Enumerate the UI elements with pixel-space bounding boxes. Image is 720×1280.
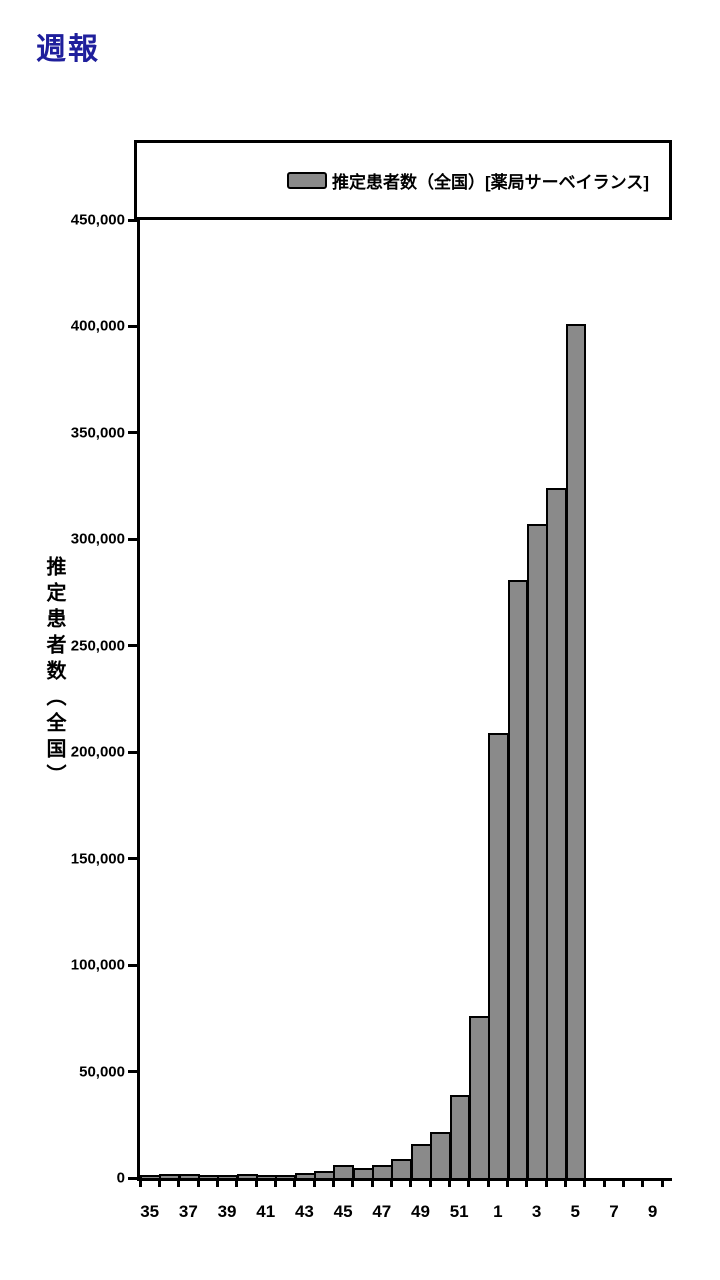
y-axis-tick [128,963,137,967]
bar [410,1144,432,1178]
bar [449,1095,471,1178]
y-axis-tick-label: 100,000 [70,956,125,974]
x-axis-tick-label: 1 [493,1202,503,1221]
bar [391,1159,413,1178]
legend: 推定患者数（全国）[薬局サーベイランス] [134,140,672,220]
x-axis-tick [370,1178,374,1187]
x-axis-tick [196,1178,200,1187]
y-axis-tick [128,324,137,328]
x-axis-tick-label: 7 [609,1202,619,1221]
x-axis-tick-label: 39 [217,1202,237,1221]
x-axis-tick [138,1178,142,1187]
y-axis-tick-label: 50,000 [79,1063,125,1081]
x-axis-tick [177,1178,181,1187]
y-axis-tick-label: 0 [116,1169,125,1187]
bar [546,488,568,1178]
x-axis-tick-label: 41 [256,1202,276,1221]
x-axis-tick [486,1178,490,1187]
y-axis-tick-label: 300,000 [70,530,125,548]
y-axis-tick [128,1176,137,1180]
bar [565,324,587,1178]
x-axis-tick-label: 43 [294,1202,314,1221]
plot-area: 0 50,000 100,000 150,000 200,000 250,000 300,0… [71,212,672,1221]
y-axis-tick [128,431,137,435]
bar [430,1132,452,1178]
y-axis-tick-label: 450,000 [70,211,125,229]
x-axis-tick-label: 49 [411,1202,430,1221]
x-axis-tick [544,1178,548,1187]
x-axis-tick [622,1178,626,1187]
x-axis-tick [583,1178,587,1187]
bar [314,1171,335,1178]
x-axis-tick [525,1178,529,1187]
y-axis-tick-label: 250,000 [70,637,125,655]
bar [352,1168,374,1178]
x-axis-tick [254,1178,258,1187]
bar [333,1165,355,1178]
bar [526,524,548,1178]
x-axis-tick [641,1178,645,1187]
x-axis-tick [351,1178,355,1187]
x-axis-tick-label: 47 [372,1202,392,1221]
y-axis-tick [128,644,137,648]
bar [468,1016,490,1178]
x-axis-tick [331,1178,335,1187]
x-axis-tick [602,1178,606,1187]
x-axis-tick [409,1178,413,1187]
x-axis-tick-label: 45 [333,1202,353,1221]
x-axis-tick-label: 37 [178,1202,198,1221]
bar [372,1165,393,1178]
x-axis-tick [660,1178,664,1187]
x-axis-tick-label: 51 [449,1202,469,1221]
y-axis-tick-label: 200,000 [70,743,125,761]
page-title: 週報 [36,33,100,66]
x-axis-tick-label: 9 [647,1202,658,1221]
x-axis-tick [428,1178,432,1187]
x-axis-tick [273,1178,277,1187]
x-axis-tick-label: 5 [570,1202,580,1221]
x-axis-tick [467,1178,471,1187]
y-axis-tick-label: 150,000 [70,850,125,868]
y-axis-tick [128,857,137,861]
bar [507,580,529,1178]
x-axis-tick [312,1178,316,1187]
y-axis-title: 推定患者数（全国） [43,556,65,790]
y-axis-tick [128,750,137,754]
bar [488,733,510,1178]
x-axis-tick [564,1178,568,1187]
x-axis-tick [389,1178,393,1187]
y-axis-tick-label: 400,000 [70,317,125,335]
x-axis-tick [293,1178,297,1187]
x-axis-tick [157,1178,161,1187]
legend-swatch-icon [287,171,327,189]
y-axis-tick [128,1070,137,1074]
y-axis-tick [128,218,137,222]
x-axis-tick-label: 3 [531,1202,542,1221]
x-axis-tick [448,1178,452,1187]
x-axis-tick [506,1178,510,1187]
y-axis-tick [128,537,137,541]
x-axis-tick-label: 35 [140,1202,160,1221]
x-axis-tick [235,1178,239,1187]
legend-label: 推定患者数（全国）[薬局サーベイランス] [332,172,649,192]
x-axis-tick [215,1178,219,1187]
y-axis-tick-label: 350,000 [70,424,125,442]
